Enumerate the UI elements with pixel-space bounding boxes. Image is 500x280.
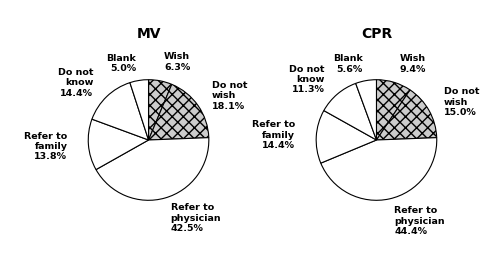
Text: Blank
5.6%: Blank 5.6% (333, 54, 363, 74)
Text: Wish
6.3%: Wish 6.3% (164, 52, 190, 72)
Text: Do not
know
11.3%: Do not know 11.3% (290, 65, 325, 94)
Wedge shape (316, 111, 376, 163)
Text: Do not
know
14.4%: Do not know 14.4% (58, 68, 94, 97)
Title: CPR: CPR (361, 27, 392, 41)
Wedge shape (96, 138, 209, 200)
Wedge shape (88, 119, 148, 170)
Wedge shape (324, 83, 376, 140)
Text: Do not
wish
18.1%: Do not wish 18.1% (212, 81, 248, 111)
Text: Do not
wish
15.0%: Do not wish 15.0% (444, 87, 480, 117)
Wedge shape (148, 80, 172, 140)
Text: Refer to
physician
44.4%: Refer to physician 44.4% (394, 206, 445, 236)
Wedge shape (376, 90, 436, 140)
Text: Blank
5.0%: Blank 5.0% (106, 54, 136, 73)
Wedge shape (148, 84, 209, 140)
Wedge shape (321, 138, 437, 200)
Wedge shape (376, 80, 410, 140)
Text: Refer to
physician
42.5%: Refer to physician 42.5% (170, 203, 222, 233)
Text: Wish
9.4%: Wish 9.4% (400, 54, 426, 74)
Wedge shape (92, 83, 148, 140)
Title: MV: MV (136, 27, 161, 41)
Text: Refer to
family
13.8%: Refer to family 13.8% (24, 132, 68, 161)
Wedge shape (356, 80, 376, 140)
Wedge shape (130, 80, 148, 140)
Text: Refer to
family
14.4%: Refer to family 14.4% (252, 120, 295, 150)
